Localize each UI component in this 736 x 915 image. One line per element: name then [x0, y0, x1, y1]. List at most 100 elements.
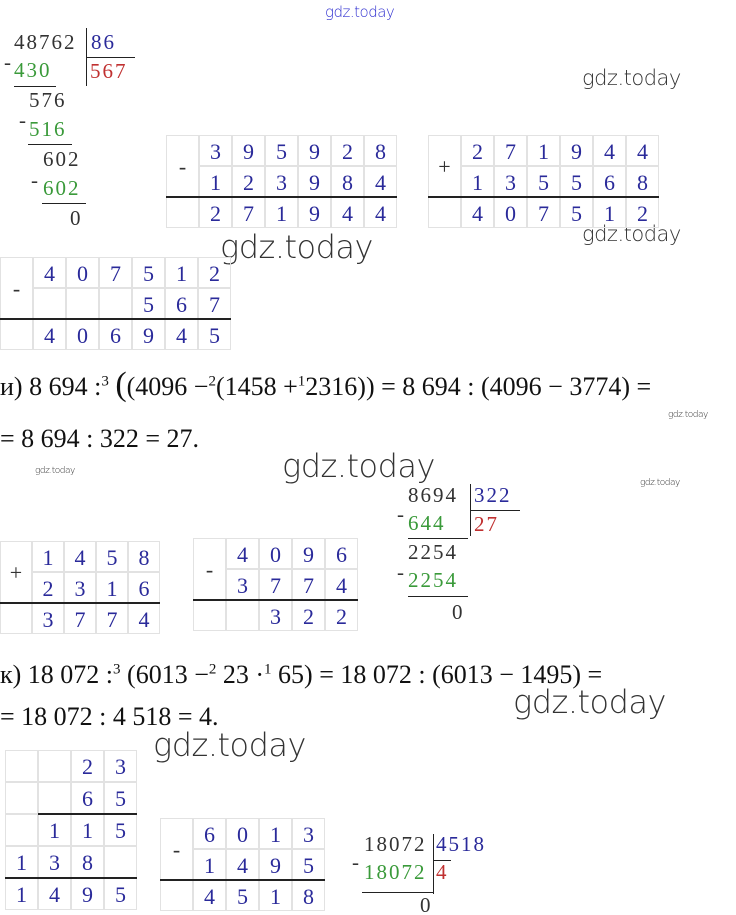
digit-cell: 5: [527, 166, 560, 197]
digit-cell: 5: [104, 782, 137, 814]
digit-cell: [104, 846, 137, 878]
digit-cell: 4: [364, 166, 397, 197]
digit-cell: 4: [193, 880, 226, 911]
digit-cell: 4: [33, 319, 66, 350]
digit-cell: 1: [193, 849, 226, 880]
watermark: gdz.today: [35, 466, 75, 476]
remainder: 0: [452, 600, 465, 624]
operator-sign: +: [0, 541, 32, 603]
digit-cell: 9: [71, 878, 104, 910]
digit-cell: 4: [331, 197, 364, 228]
digit-cell: 7: [99, 257, 132, 288]
digit-cell: 6: [128, 572, 160, 603]
digit-cell: [38, 782, 71, 814]
digit-cell: 4: [325, 569, 358, 600]
digit-cell: 1: [259, 818, 292, 849]
watermark: gdz.today: [582, 222, 681, 246]
digit-cell: 8: [292, 880, 325, 911]
digit-cell: 4: [626, 135, 659, 166]
digit-cell: 3: [38, 846, 71, 878]
quotient: 4: [436, 860, 449, 884]
result-line: [160, 879, 325, 881]
digit-cell: 1: [259, 880, 292, 911]
digit-cell: 4: [461, 197, 494, 228]
watermark: gdz.today: [668, 410, 708, 420]
digit-cell: 6: [99, 319, 132, 350]
digit-cell: [99, 288, 132, 319]
digit-cell: 8: [71, 846, 104, 878]
digit-cell: 4: [128, 603, 160, 634]
remainder: 0: [70, 206, 83, 230]
digit-cell: 3: [265, 166, 298, 197]
watermark: gdz.today: [325, 3, 395, 21]
subtrahend: 516: [29, 117, 67, 141]
digit-cell: [66, 288, 99, 319]
addition-table-1458: +1 4 5 8 2 3 1 6 3 7 7 4: [0, 541, 160, 634]
digit-cell: 9: [298, 197, 331, 228]
empty-cell: [0, 319, 33, 350]
digit-cell: 5: [132, 257, 165, 288]
digit-cell: 9: [560, 135, 593, 166]
digit-cell: 7: [64, 603, 96, 634]
digit-cell: 5: [132, 288, 165, 319]
digit-cell: 9: [298, 166, 331, 197]
digit-cell: 0: [226, 818, 259, 849]
digit-cell: 1: [165, 257, 198, 288]
digit-cell: 5: [226, 880, 259, 911]
empty-cell: [0, 603, 32, 634]
digit-cell: 8: [128, 541, 160, 572]
dividend: 18072: [364, 832, 427, 856]
operator-sign: +: [428, 135, 461, 197]
operator-sign: -: [193, 538, 226, 600]
digit-cell: 6: [165, 288, 198, 319]
product-line: [38, 813, 137, 815]
divisor: 4518: [436, 832, 486, 856]
digit-cell: 1: [593, 197, 626, 228]
digit-cell: 2: [198, 257, 231, 288]
empty-cell: [166, 197, 199, 228]
digit-cell: 5: [198, 319, 231, 350]
result-line: [0, 318, 231, 320]
digit-cell: 5: [104, 878, 137, 910]
expression-i-line2: = 8 694 : 322 = 27.: [0, 424, 200, 453]
digit-cell: 9: [298, 135, 331, 166]
expression-k-line2: = 18 072 : 4 518 = 4.: [0, 702, 219, 731]
result-line: [166, 196, 397, 198]
digit-cell: 1: [5, 846, 38, 878]
operator-sign: -: [0, 257, 33, 319]
digit-cell: 1: [96, 572, 128, 603]
digit-cell: 2: [199, 197, 232, 228]
digit-cell: 3: [226, 569, 259, 600]
digit-cell: 5: [265, 135, 298, 166]
digit-cell: 4: [226, 538, 259, 569]
digit-cell: 4: [226, 849, 259, 880]
result-line: [5, 877, 137, 879]
digit-cell: 6: [193, 818, 226, 849]
digit-cell: 3: [292, 818, 325, 849]
digit-cell: 8: [364, 135, 397, 166]
digit-cell: 5: [560, 197, 593, 228]
digit-cell: 2: [232, 166, 265, 197]
digit-cell: 6: [71, 782, 104, 814]
digit-cell: [5, 750, 38, 782]
divisor: 86: [91, 30, 116, 54]
digit-cell: 8: [626, 166, 659, 197]
remainder: 2254: [408, 540, 458, 564]
digit-cell: 2: [626, 197, 659, 228]
digit-cell: 7: [292, 569, 325, 600]
digit-cell: 5: [292, 849, 325, 880]
quotient: 567: [90, 59, 128, 83]
digit-cell: 1: [527, 135, 560, 166]
digit-cell: [33, 288, 66, 319]
digit-cell: 4: [64, 541, 96, 572]
watermark: gdz.today: [640, 478, 680, 488]
digit-cell: 7: [259, 569, 292, 600]
subtrahend: 2254: [408, 568, 458, 592]
operator-sign: -: [166, 135, 199, 197]
digit-cell: 8: [331, 166, 364, 197]
digit-cell: 4: [38, 878, 71, 910]
